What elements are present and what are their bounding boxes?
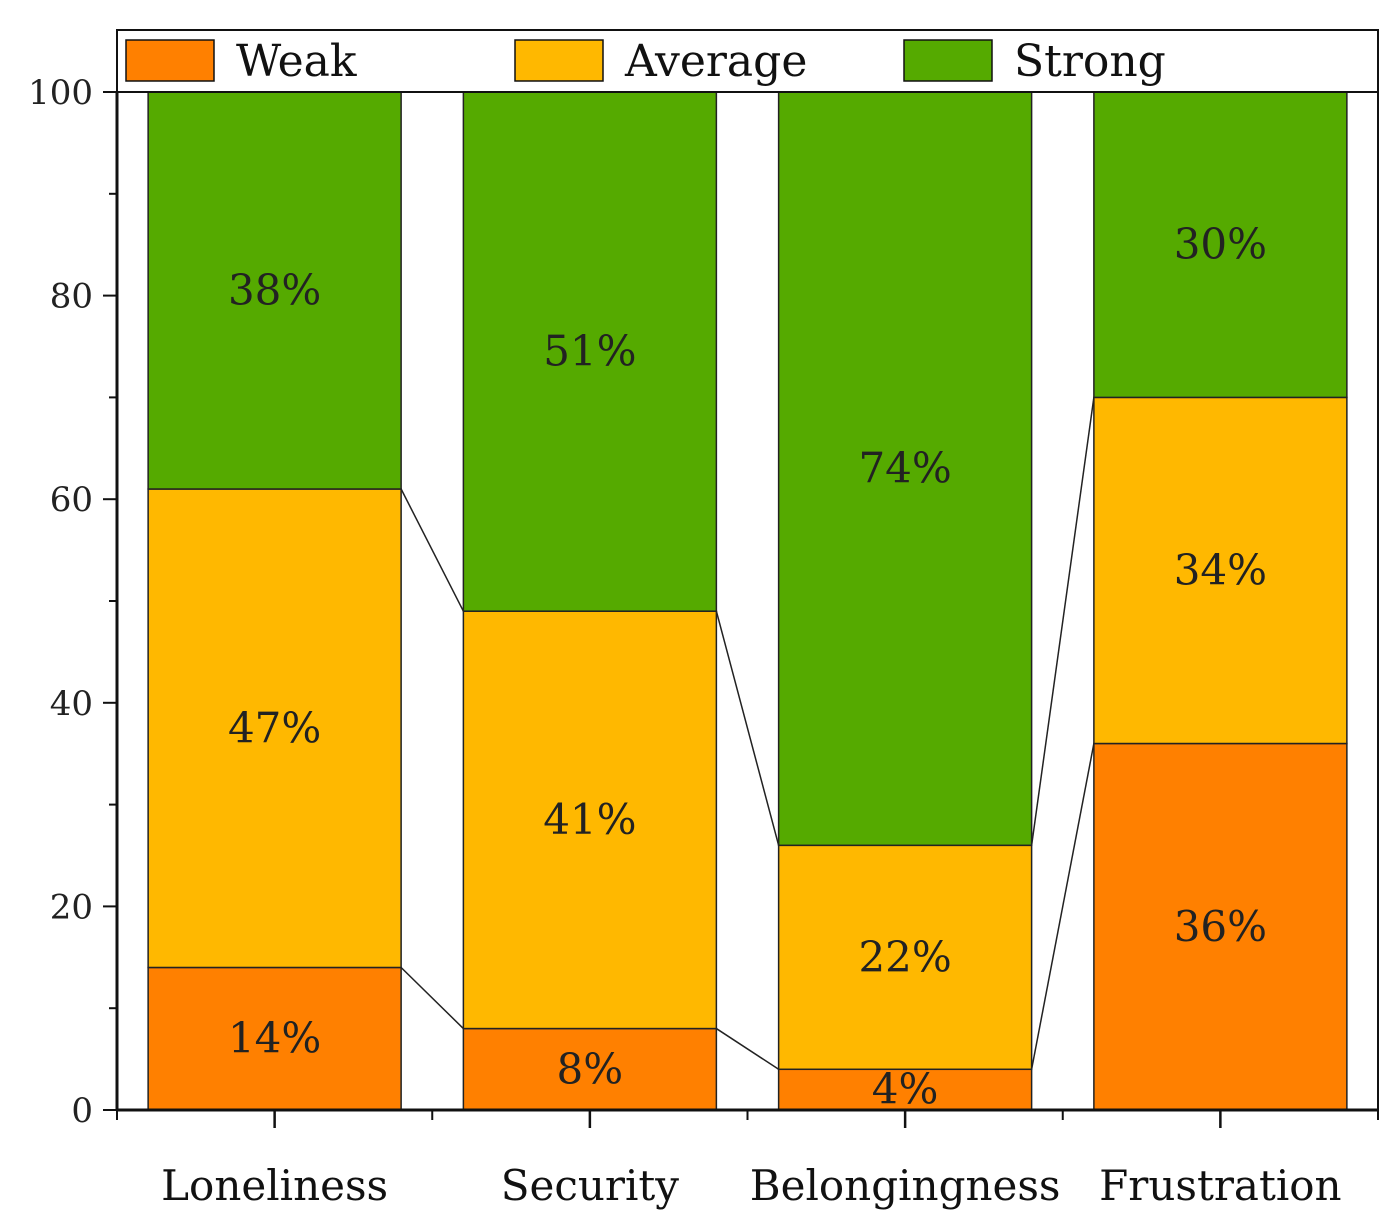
bar-strong-belongingness xyxy=(777,91,1033,847)
data-label-weak-loneliness: 14% xyxy=(228,1014,321,1063)
axes-group: 0 20 40 60 80 100 Loneliness Security Belongingn… xyxy=(28,29,1379,1210)
data-label-average-loneliness: 47% xyxy=(228,703,321,752)
legend-swatch-strong xyxy=(903,39,993,82)
data-label-weak-frustration: 36% xyxy=(1174,902,1267,951)
y-tick-label: 20 xyxy=(50,887,93,927)
legend-swatch-weak xyxy=(125,39,215,82)
data-label-average-frustration: 34% xyxy=(1174,545,1267,594)
legend-label-weak: Weak xyxy=(236,36,357,87)
x-tick-label-loneliness: Loneliness xyxy=(161,1161,388,1210)
y-tick-label: 80 xyxy=(50,277,93,317)
bar-weak-belongingness xyxy=(777,1068,1033,1111)
connector-line xyxy=(1030,397,1095,846)
connector-lines xyxy=(400,397,1095,1070)
legend-label-strong: Strong xyxy=(1014,36,1166,87)
data-label-weak-security: 8% xyxy=(557,1044,624,1093)
data-label-strong-loneliness: 38% xyxy=(228,266,321,315)
bar-average-loneliness xyxy=(147,488,402,969)
bar-strong-security xyxy=(462,91,718,612)
data-label-strong-security: 51% xyxy=(543,327,636,376)
data-labels-group: 14% 47% 38% 8% 41% 51% 4% 22% 74% 36% 34% 30% xyxy=(228,220,1267,1114)
data-label-average-security: 41% xyxy=(543,795,636,844)
bar-average-frustration xyxy=(1093,396,1348,745)
data-label-strong-belongingness: 74% xyxy=(858,444,951,493)
data-label-strong-frustration: 30% xyxy=(1174,220,1267,269)
legend-swatch-average xyxy=(514,39,604,82)
bar-average-belongingness xyxy=(777,844,1033,1071)
bar-weak-frustration xyxy=(1093,742,1348,1111)
bar-average-security xyxy=(462,610,718,1030)
x-tick-label-frustration: Frustration xyxy=(1099,1161,1341,1210)
bar-strong-frustration xyxy=(1093,91,1348,399)
x-tick-label-security: Security xyxy=(501,1161,680,1210)
connector-line xyxy=(715,1027,780,1070)
connector-line xyxy=(400,966,464,1030)
y-tick-label: 100 xyxy=(28,73,93,113)
data-label-weak-belongingness: 4% xyxy=(872,1065,939,1114)
bars-group xyxy=(147,91,1348,1111)
legend: Weak Average Strong xyxy=(125,36,1166,87)
y-tick-label: 40 xyxy=(50,684,93,724)
data-label-average-belongingness: 22% xyxy=(858,932,951,981)
bar-strong-loneliness xyxy=(147,91,402,490)
legend-label-average: Average xyxy=(624,36,807,87)
connector-line xyxy=(1030,743,1095,1070)
x-tick-label-belongingness: Belongingness xyxy=(750,1161,1061,1210)
connector-line xyxy=(400,488,465,612)
connector-line xyxy=(715,610,780,846)
y-tick-label: 60 xyxy=(50,480,93,520)
y-tick-label: 0 xyxy=(71,1091,93,1131)
